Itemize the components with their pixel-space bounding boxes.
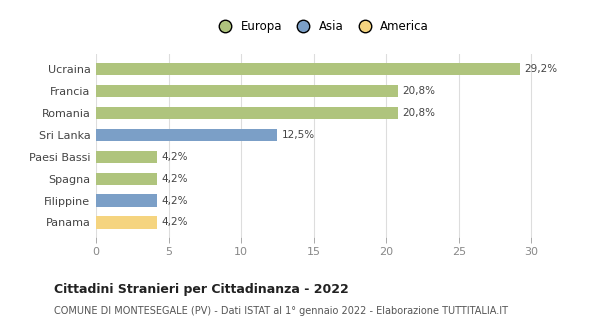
Text: 4,2%: 4,2% — [161, 218, 188, 228]
Bar — [96, 107, 398, 119]
Text: Cittadini Stranieri per Cittadinanza - 2022: Cittadini Stranieri per Cittadinanza - 2… — [54, 283, 349, 296]
Text: 4,2%: 4,2% — [161, 152, 188, 162]
Bar — [96, 85, 398, 97]
Bar — [96, 195, 157, 206]
Text: 4,2%: 4,2% — [161, 173, 188, 184]
Bar — [96, 172, 157, 185]
Legend: Europa, Asia, America: Europa, Asia, America — [214, 20, 428, 33]
Bar — [96, 63, 520, 75]
Text: COMUNE DI MONTESEGALE (PV) - Dati ISTAT al 1° gennaio 2022 - Elaborazione TUTTIT: COMUNE DI MONTESEGALE (PV) - Dati ISTAT … — [54, 306, 508, 316]
Bar — [96, 129, 277, 141]
Text: 12,5%: 12,5% — [282, 130, 315, 140]
Bar — [96, 216, 157, 228]
Text: 20,8%: 20,8% — [402, 86, 435, 96]
Text: 4,2%: 4,2% — [161, 196, 188, 205]
Bar — [96, 150, 157, 163]
Text: 20,8%: 20,8% — [402, 108, 435, 118]
Text: 29,2%: 29,2% — [524, 64, 557, 74]
